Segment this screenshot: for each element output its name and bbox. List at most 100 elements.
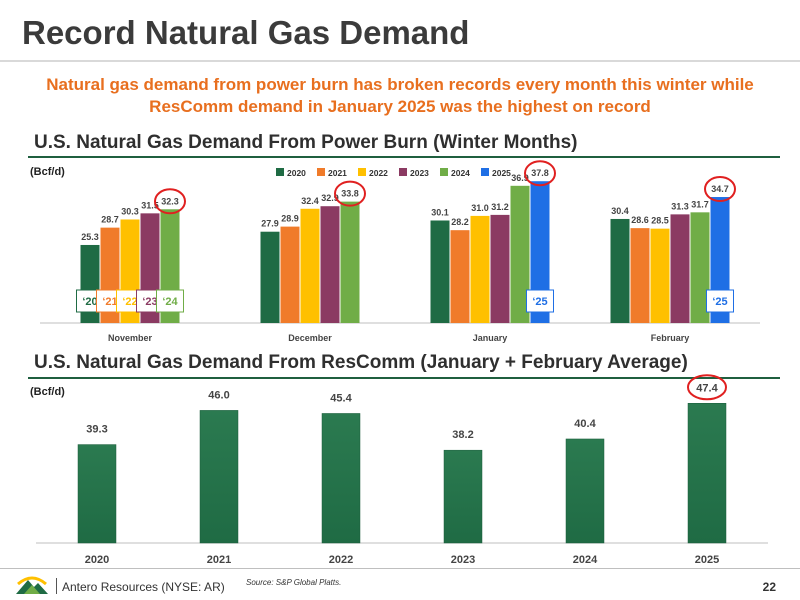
data-label: 46.0: [208, 389, 229, 401]
data-label: 47.4: [696, 382, 718, 394]
data-label: 28.9: [281, 214, 299, 224]
year-tag-label: ‘24: [162, 296, 178, 308]
data-label: 25.3: [81, 232, 99, 242]
legend-label: 2023: [410, 168, 429, 178]
data-label: 30.4: [611, 206, 629, 216]
year-tag-label: ‘22: [122, 296, 137, 308]
category-label: December: [288, 333, 332, 343]
year-tag: ‘24: [156, 289, 184, 313]
data-label: 32.9: [321, 193, 339, 203]
data-label: 28.2: [451, 217, 469, 227]
legend-item: 2020: [276, 168, 306, 178]
data-label: 31.0: [471, 203, 489, 213]
bar-2024: [565, 438, 605, 544]
bar-february-2024: [690, 212, 710, 323]
legend-item: 2023: [399, 168, 429, 178]
power-burn-chart: 2020 2021 2022 2023 2024 2025 25.328.730.331.5…: [40, 160, 760, 343]
rescomm-chart-title: U.S. Natural Gas Demand From ResComm (Ja…: [34, 352, 688, 373]
bar-february-2020: [610, 218, 630, 323]
legend-label: 2021: [328, 168, 347, 178]
data-label: 40.4: [574, 418, 596, 430]
category-label: 2024: [573, 554, 598, 566]
legend-swatch: [317, 168, 325, 176]
category-label: 2020: [85, 554, 109, 566]
year-tag-label: ‘25: [712, 296, 727, 308]
category-label: 2023: [451, 554, 475, 566]
data-label: 31.5: [141, 200, 159, 210]
bar-january-2025: [530, 181, 550, 323]
bar-january-2021: [450, 230, 470, 323]
bar-january-2023: [490, 214, 510, 323]
bar-january-2022: [470, 215, 490, 323]
legend-label: 2025: [492, 168, 511, 178]
record-highlight-circle: [154, 188, 186, 215]
data-label: 31.2: [491, 202, 509, 212]
bar-december-2022: [300, 208, 320, 323]
subtitle-line-2: ResComm demand in January 2025 was the h…: [149, 97, 651, 116]
category-label: November: [108, 333, 153, 343]
data-label: 31.3: [671, 201, 689, 211]
category-label: January: [473, 333, 508, 343]
legend-item: 2021: [317, 168, 347, 178]
footer-company: Antero Resources (NYSE: AR): [56, 578, 225, 594]
record-highlight-circle: [334, 180, 366, 207]
legend-label: 2020: [287, 168, 306, 178]
data-label: 27.9: [261, 219, 279, 229]
data-label: 37.8: [531, 168, 549, 178]
year-tag: ‘25: [526, 289, 554, 313]
footer-divider: [0, 568, 800, 569]
category-label: 2025: [695, 554, 719, 566]
bar-2020: [77, 444, 117, 544]
bar-2021: [199, 410, 239, 544]
legend-swatch: [276, 168, 284, 176]
legend-swatch: [358, 168, 366, 176]
legend-label: 2024: [451, 168, 470, 178]
antero-logo-icon: [16, 576, 48, 594]
data-label: 33.8: [341, 189, 359, 199]
legend-label: 2022: [369, 168, 388, 178]
bar-february-2021: [630, 228, 650, 323]
year-tag-box: [706, 289, 734, 313]
footer-source: Source: S&P Global Platts.: [246, 578, 342, 587]
bar-january-2020: [430, 220, 450, 323]
data-label: 30.3: [121, 206, 139, 216]
record-highlight-circle: [524, 160, 556, 187]
data-label: 36.9: [511, 173, 529, 183]
page-number: 22: [762, 580, 776, 594]
data-label: 30.1: [431, 207, 449, 217]
year-tag-box: [526, 289, 554, 313]
page-title: Record Natural Gas Demand: [22, 14, 470, 51]
page-subtitle: Natural gas demand from power burn has b…: [0, 74, 800, 118]
legend-item: 2024: [440, 168, 470, 178]
bar-february-2022: [650, 228, 670, 323]
data-label: 28.6: [631, 215, 649, 225]
category-label: 2022: [329, 554, 353, 566]
power-burn-chart-title: U.S. Natural Gas Demand From Power Burn …: [34, 132, 578, 153]
year-tag-label: ‘23: [142, 296, 157, 308]
year-tag-label: ‘20: [82, 296, 97, 308]
data-label: 28.7: [101, 215, 119, 225]
legend: 2020 2021 2022 2023 2024 2025: [276, 168, 511, 178]
subtitle-line-1: Natural gas demand from power burn has b…: [46, 75, 754, 94]
data-label: 45.4: [330, 392, 352, 404]
bar-2022: [321, 413, 361, 544]
category-label: 2021: [207, 554, 231, 566]
record-highlight-circle: [704, 176, 736, 203]
category-label: February: [651, 333, 690, 343]
legend-swatch: [481, 168, 489, 176]
power-burn-unit-label: (Bcf/d): [30, 166, 65, 178]
rescomm-chart: 39.3 2020 46.0 2021 45.4 2022 38.2 2023 40.4 2024…: [36, 374, 768, 566]
data-label: 38.2: [452, 429, 473, 441]
data-label: 32.3: [161, 196, 179, 206]
legend-swatch: [399, 168, 407, 176]
title-divider: [0, 60, 800, 62]
data-label: 31.7: [691, 199, 709, 209]
rescomm-chart-rule: [28, 377, 780, 379]
bar-february-2023: [670, 214, 690, 323]
power-burn-chart-rule: [28, 156, 780, 158]
bar-2023: [443, 449, 483, 544]
legend-swatch: [440, 168, 448, 176]
year-tag: ‘25: [706, 289, 734, 313]
bar-december-2023: [320, 206, 340, 323]
data-label: 34.7: [711, 184, 729, 194]
